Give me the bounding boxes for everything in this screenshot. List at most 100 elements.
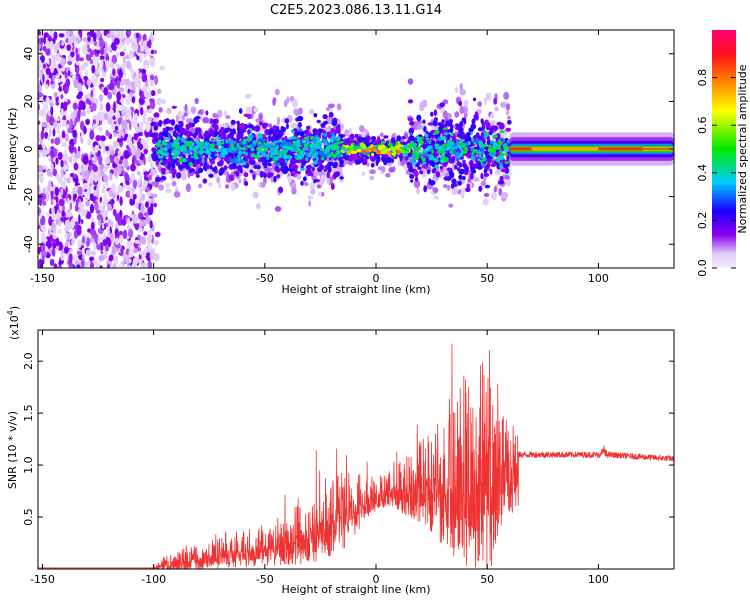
spectrogram-cell [437,122,443,127]
spectrogram-cell [127,88,131,94]
spectrogram-cell [185,126,190,131]
spectrogram-cell [63,164,67,172]
spectrogram-cell [431,160,436,168]
spectrogram-cell [451,141,455,145]
spectrogram-cell [204,154,209,159]
spectrogram-cell [51,206,55,214]
spectrogram-cell [293,146,297,151]
y-tick-label: -40 [22,235,35,253]
spectrogram-cell [76,227,82,236]
spectrogram-cell [92,164,98,173]
spectrogram-cell [143,171,149,176]
spectrogram-cell [309,182,316,190]
spectrogram-cell [327,103,335,109]
spectrogram-cell [332,153,337,159]
spectrogram-cell [409,121,415,126]
x-tick-label: 0 [373,272,380,285]
spectrogram-cell [122,31,125,40]
spectrogram-cell [60,94,64,100]
spectrogram-cell [170,119,176,126]
spectrogram-cell [297,154,303,160]
spectrogram-cell [149,228,152,233]
spectrogram-cell [258,143,263,147]
spectrogram-cell [464,147,468,153]
spectrogram-cell [60,252,65,261]
snr-y-label: SNR (10 * v/v) [6,411,19,489]
spectrogram-cell [87,259,91,266]
spectrogram-cell [41,122,48,128]
spectrogram-cell [458,174,463,180]
spectrogram-cell [295,131,301,136]
spectrogram-cell [61,141,67,148]
spectrogram-cell [408,127,415,134]
spectrogram-cell [91,217,95,223]
spectrogram-cell [502,138,506,143]
spectrogram-cell [354,133,359,138]
spectrogram-cell [69,202,73,211]
spectrogram-cell [99,47,105,56]
spectrogram-cell [111,192,116,199]
spectrogram-cell [43,102,49,111]
spectrogram-cell [339,140,345,144]
spectrogram-cell [158,132,163,139]
spectrogram-cell [50,80,54,85]
spectrogram-cell [302,176,307,182]
spectrogram-cell [443,184,448,189]
spectrogram-cell [359,142,364,148]
spectrogram-cell [423,135,427,141]
spectrogram-cell [95,260,101,268]
spectrogram-cell [85,118,90,126]
spectrogram-cell [131,172,134,178]
spectrogram-cell [442,110,448,119]
spectrogram-cell [351,150,358,155]
spectrogram-cell [90,89,94,98]
spectrogram-cell [103,112,109,121]
spectrogram-cell [344,145,350,148]
spectrogram-cell [92,54,96,63]
spectrogram-cell [172,144,178,148]
spectrogram-cell [417,166,422,170]
spectrogram-cell [53,31,58,40]
spectrogram-cell [141,184,146,192]
spectrogram-cell [61,210,65,218]
spectrogram-cell [282,145,287,150]
colorbar-label: Normalized spectral amplitude [736,64,749,233]
spectrogram-cell [409,133,414,136]
spectrogram-cell [40,242,46,249]
spectrogram-cell [385,173,391,178]
spectrogram-cell [174,124,181,132]
spectrogram-cell [472,163,478,169]
colorbar-tick-label: 0.4 [696,164,709,182]
colorbar-tick-label: 0.0 [696,259,709,277]
spectrogram-cell [111,182,116,190]
spectrogram-cell [103,144,106,155]
spectrogram-cell [221,141,225,145]
spectrogram-cell [332,164,338,169]
spectrogram-cell [414,147,418,152]
spectrogram-cell [460,144,466,148]
spectrogram-cell [296,174,302,180]
spectrogram-cell [293,128,298,132]
spectrogram-cell [57,41,60,49]
spectrogram-cell [154,49,157,55]
spectrogram-cell [489,168,493,175]
spectrogram-cell [422,149,426,153]
spectrogram-cell [153,117,159,123]
spectrogram-cell [311,138,317,143]
spectrogram-cell [218,182,221,189]
spectrogram-cell [430,111,434,117]
spectrogram-cell [222,148,228,153]
snr-panel: -150 -100 -50 0 50 100 0.51.01.52.0 Height of… [6,306,675,596]
spectrogram-cell [473,113,479,120]
spectrogram-cell [103,232,107,242]
spectrogram-cell [106,131,110,137]
spectrogram-cell [85,200,90,207]
spectrogram-cell [105,102,111,112]
spectrogram-cell [259,171,265,178]
spectrogram-cell [42,165,48,170]
spectrogram-cell [40,37,45,43]
spectrogram-cell [346,150,353,155]
spectrogram-cell [474,177,480,182]
spectrogram-cell [111,54,118,64]
spectrogram-cell [367,154,371,158]
